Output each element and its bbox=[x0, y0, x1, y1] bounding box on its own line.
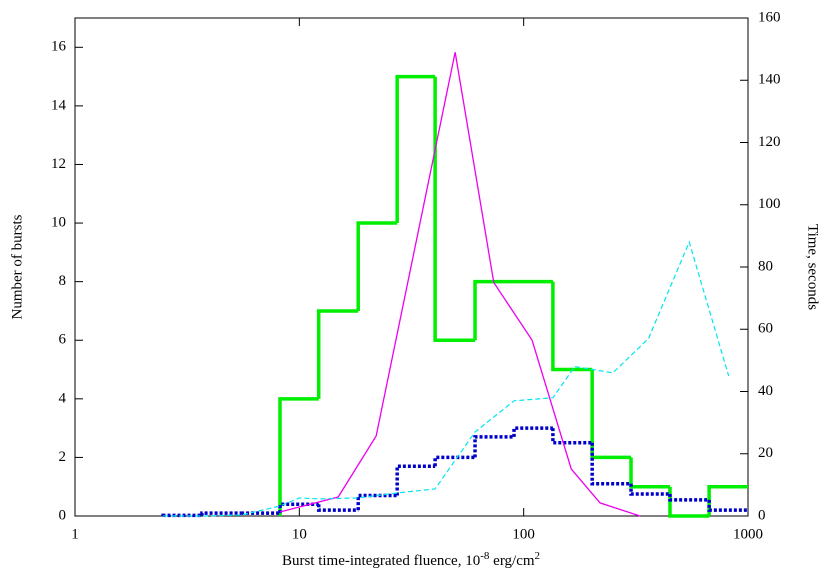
y-axis-label: Number of bursts bbox=[9, 214, 25, 319]
histogram-step bbox=[278, 397, 319, 516]
y2-axis-label: Time, seconds bbox=[805, 224, 821, 310]
histogram-step bbox=[433, 455, 476, 467]
histogram-step bbox=[629, 457, 670, 489]
line bbox=[163, 240, 730, 517]
histogram-step bbox=[395, 74, 436, 224]
histogram-step bbox=[433, 76, 476, 342]
histogram-step bbox=[551, 281, 593, 372]
x-axis-label: Burst time-integrated fluence, 10-8 erg/… bbox=[282, 550, 540, 570]
y2-tick-label: 140 bbox=[758, 72, 781, 88]
y2-tick-label: 120 bbox=[758, 134, 781, 150]
y-tick-label: 16 bbox=[51, 39, 67, 55]
y2-tick-label: 20 bbox=[758, 445, 773, 461]
x-tick-label: 100 bbox=[512, 526, 535, 542]
histogram-step bbox=[200, 511, 242, 516]
x-tick-label: 1 bbox=[71, 526, 79, 542]
histogram-step bbox=[278, 502, 319, 514]
histogram-step bbox=[629, 483, 670, 496]
y2-tick-label: 100 bbox=[758, 196, 781, 212]
y-tick-label: 8 bbox=[59, 273, 67, 289]
x-tick-label: 1000 bbox=[733, 526, 763, 542]
y-tick-label: 4 bbox=[59, 390, 67, 406]
y-tick-label: 14 bbox=[51, 97, 67, 113]
histogram-step bbox=[316, 309, 359, 399]
y2-tick-label: 80 bbox=[758, 258, 773, 274]
y-tick-label: 0 bbox=[59, 507, 67, 523]
line bbox=[279, 52, 641, 517]
histogram-step bbox=[473, 279, 515, 341]
y2-tick-label: 0 bbox=[758, 507, 766, 523]
y-tick-label: 2 bbox=[59, 449, 67, 465]
x-label-sup: 2 bbox=[535, 550, 541, 562]
histogram-step bbox=[356, 221, 398, 311]
y2-tick-label: 40 bbox=[758, 383, 773, 399]
x-label-part: Burst time-integrated fluence, 10 bbox=[282, 553, 480, 569]
histogram-step bbox=[551, 428, 593, 445]
histogram-step bbox=[668, 494, 710, 502]
histogram-step bbox=[590, 442, 632, 486]
histogram-step bbox=[512, 426, 553, 437]
y-tick-label: 10 bbox=[51, 214, 66, 230]
x-label-sup: -8 bbox=[480, 550, 490, 562]
histogram-step bbox=[707, 499, 748, 512]
x-label-part: erg/cm bbox=[489, 553, 534, 569]
histogram-step bbox=[356, 493, 398, 511]
y-tick-label: 12 bbox=[51, 156, 66, 172]
x-tick-label: 10 bbox=[292, 526, 307, 542]
histogram-step bbox=[473, 435, 515, 458]
y2-tick-label: 60 bbox=[758, 321, 773, 337]
y-tick-label: 6 bbox=[59, 332, 67, 348]
y2-tick-label: 160 bbox=[758, 9, 781, 25]
histogram-step bbox=[316, 504, 359, 512]
histogram-step bbox=[590, 369, 632, 460]
